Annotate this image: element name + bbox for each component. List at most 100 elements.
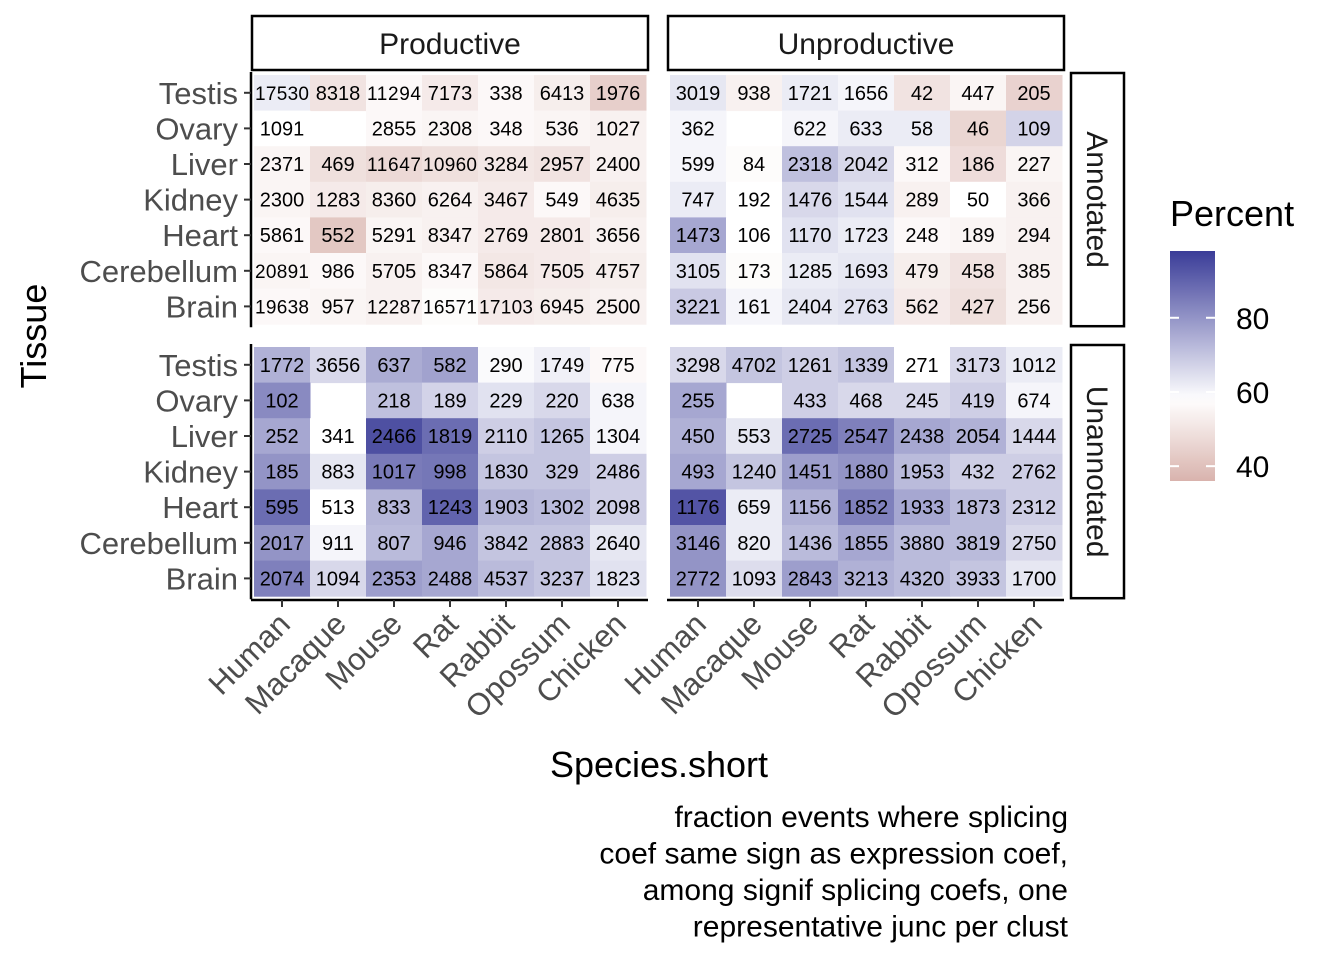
y-tick-label: Brain [166,289,238,324]
heatmap-cell [670,560,727,597]
heatmap-cell [838,525,895,562]
facet-strip-label: Productive [379,28,521,61]
heatmap-cell [782,146,839,183]
cell-count-label: 252 [265,426,298,448]
cell-count-label: 2466 [372,426,417,448]
cell-count-label: 1476 [788,190,833,212]
heatmap-cell [422,253,479,290]
facet-strip-unproductive [666,14,1066,72]
heatmap-cell [838,217,895,254]
cell-count-label: 366 [1017,190,1050,212]
cell-count-label: 427 [961,296,994,318]
cell-count-label: 595 [265,497,298,519]
cell-count-label: 552 [321,225,354,247]
heatmap-cell [950,453,1007,490]
cell-count-label: 4537 [484,568,529,590]
heatmap-cell [782,560,839,597]
heatmap-cell [366,418,423,455]
legend-tick-label: 40 [1236,451,1269,484]
heatmap-cell [950,110,1007,147]
cell-count-label: 245 [905,390,938,412]
heatmap-cell [1006,146,1063,183]
cell-count-label: 2318 [788,154,833,176]
cell-count-label: 11294 [367,84,421,105]
heatmap-cell [894,146,951,183]
heatmap-cell [366,146,423,183]
heatmap-cell [366,288,423,325]
heatmap-cell [422,382,479,419]
cell-count-label: 11647 [367,155,421,176]
heatmap-cell [838,347,895,384]
cell-count-label: 2312 [1012,497,1057,519]
heatmap-cell [1006,382,1063,419]
cell-count-label: 1243 [428,497,473,519]
heatmap-cell [590,382,647,419]
cell-count-label: 1772 [260,355,305,377]
cell-count-label: 290 [489,355,522,377]
cell-count-label: 549 [545,190,578,212]
cell-count-label: 1852 [844,497,889,519]
heatmap-cell [478,288,535,325]
y-tick-label: Heart [162,218,238,253]
cell-count-label: 2486 [596,462,641,484]
heatmap-cell [478,217,535,254]
heatmap-cell [894,418,951,455]
heatmap-cell [534,418,591,455]
cell-count-label: 2098 [596,497,641,519]
cell-count-label: 341 [321,426,354,448]
heatmap-cell [534,110,591,147]
heatmap-cell [366,75,423,112]
cell-count-label: 8347 [428,225,473,247]
heatmap-cell [782,253,839,290]
heatmap-cell [534,525,591,562]
cell-count-label: 2769 [484,225,529,247]
cell-count-label: 1544 [844,190,889,212]
heatmap-cell [478,110,535,147]
heatmap-cell [838,560,895,597]
cell-count-label: 248 [905,225,938,247]
cell-count-label: 294 [1017,225,1050,247]
cell-count-label: 3656 [316,355,361,377]
cell-count-label: 2957 [540,154,585,176]
cell-count-label: 2763 [844,296,889,318]
heatmap-cell [726,253,783,290]
cell-count-label: 173 [737,261,770,283]
heatmap-cell [254,418,311,455]
cell-count-label: 998 [433,462,466,484]
cell-count-label: 582 [433,355,466,377]
cell-count-label: 638 [601,390,634,412]
heatmap-cell [782,453,839,490]
cell-count-label: 536 [545,118,578,140]
cell-count-label: 3467 [484,190,529,212]
panel-unproductive-unannotated: 3298 4702 1261 1339 271 3173 1012 255 433 468 245 4… [670,347,1063,597]
cell-count-label: 775 [601,355,634,377]
y-tick-label: Liver [171,147,238,182]
cell-count-label: 957 [321,296,354,318]
cell-count-label: 2110 [484,426,527,448]
cell-count-label: 186 [961,154,994,176]
heatmap-cell [726,560,783,597]
heatmap-cell [838,75,895,112]
heatmap-cell [838,489,895,526]
heatmap-cell [590,288,647,325]
heatmap-cell [534,75,591,112]
cell-count-label: 3819 [956,533,1001,555]
heatmap-cell [310,525,367,562]
cell-count-label: 1693 [844,261,889,283]
heatmap-cell [894,181,951,218]
cell-count-label: 911 [322,533,354,555]
heatmap-cell [950,418,1007,455]
heatmap-cell [894,489,951,526]
heatmap-cell [782,181,839,218]
cell-count-label: 3933 [956,568,1001,590]
cell-count-label: 419 [961,390,994,412]
cell-count-label: 2400 [596,154,641,176]
cell-count-label: 2308 [428,118,473,140]
heatmap-cell [838,110,895,147]
cell-count-label: 3173 [956,355,1001,377]
heatmap-cell [534,347,591,384]
cell-count-label: 4635 [596,190,641,212]
cell-count-label: 2801 [540,225,585,247]
heatmap-cell [590,418,647,455]
